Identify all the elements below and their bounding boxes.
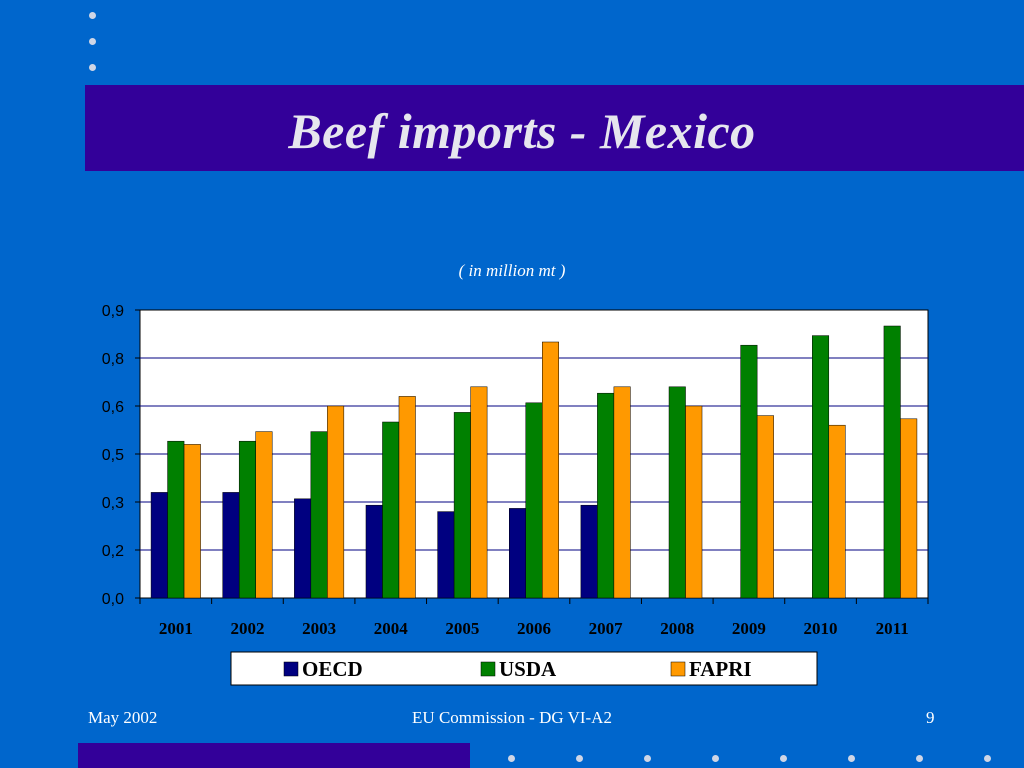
x-tick-label: 2004 bbox=[374, 619, 409, 638]
dot bbox=[89, 38, 96, 45]
legend-label-oecd: OECD bbox=[302, 657, 363, 681]
bar-usda-2002 bbox=[238, 440, 256, 599]
legend-label-usda: USDA bbox=[499, 657, 557, 681]
title-band bbox=[85, 85, 1024, 171]
y-tick-label: 0,5 bbox=[102, 447, 124, 464]
bar-oecd-2002 bbox=[222, 492, 240, 599]
dot bbox=[508, 755, 515, 762]
legend-label-fapri: FAPRI bbox=[689, 657, 752, 681]
legend-swatch-usda bbox=[480, 661, 496, 677]
bar-fapri-2003 bbox=[327, 405, 345, 599]
dot bbox=[848, 755, 855, 762]
bar-usda-2006 bbox=[525, 402, 543, 599]
bottom-band bbox=[78, 743, 470, 768]
y-tick-label: 0,2 bbox=[102, 543, 124, 560]
y-tick-label: 0,8 bbox=[102, 351, 124, 368]
slide-number: 9 bbox=[926, 708, 935, 727]
x-tick-label: 2007 bbox=[589, 619, 624, 638]
bar-fapri-2005 bbox=[470, 386, 488, 599]
legend-box bbox=[230, 651, 818, 686]
footer-organization: EU Commission - DG VI-A2 bbox=[412, 708, 612, 727]
bar-usda-2001 bbox=[167, 440, 185, 599]
bar-oecd-2003 bbox=[294, 498, 312, 599]
dot bbox=[780, 755, 787, 762]
legend-swatch-oecd bbox=[283, 661, 299, 677]
bar-fapri-2007 bbox=[613, 386, 631, 599]
bar-oecd-2005 bbox=[437, 511, 455, 599]
legend-swatch-fapri bbox=[670, 661, 686, 677]
bar-oecd-2004 bbox=[365, 504, 383, 599]
y-tick-label: 0,3 bbox=[102, 495, 124, 512]
bar-fapri-2010 bbox=[828, 424, 846, 599]
bar-usda-2011 bbox=[883, 325, 901, 599]
dot bbox=[644, 755, 651, 762]
dot bbox=[89, 64, 96, 71]
bar-usda-2008 bbox=[668, 386, 686, 599]
bar-fapri-2009 bbox=[756, 415, 774, 599]
x-tick-label: 2005 bbox=[445, 619, 479, 638]
x-tick-label: 2011 bbox=[876, 619, 909, 638]
bar-usda-2007 bbox=[597, 392, 615, 599]
chart-subtitle: ( in million mt ) bbox=[458, 261, 566, 280]
dot bbox=[712, 755, 719, 762]
bar-usda-2005 bbox=[453, 412, 471, 599]
bar-fapri-2011 bbox=[900, 418, 918, 599]
bar-oecd-2006 bbox=[509, 508, 526, 599]
y-tick-label: 0,0 bbox=[102, 591, 124, 608]
y-tick-label: 0,9 bbox=[102, 303, 124, 320]
dot bbox=[89, 12, 96, 19]
x-tick-label: 2001 bbox=[159, 619, 193, 638]
bar-fapri-2008 bbox=[685, 405, 703, 599]
x-tick-label: 2009 bbox=[732, 619, 766, 638]
bar-usda-2009 bbox=[740, 344, 758, 599]
bar-fapri-2002 bbox=[255, 431, 273, 599]
bar-fapri-2006 bbox=[542, 341, 559, 599]
bar-usda-2004 bbox=[382, 421, 400, 599]
dot bbox=[916, 755, 923, 762]
bar-fapri-2004 bbox=[398, 396, 416, 599]
slide-title: Beef imports - Mexico bbox=[288, 103, 756, 159]
y-tick-label: 0,6 bbox=[102, 399, 124, 416]
footer-date: May 2002 bbox=[88, 708, 158, 727]
dot bbox=[576, 755, 583, 762]
bar-oecd-2001 bbox=[150, 492, 168, 599]
x-tick-label: 2006 bbox=[517, 619, 551, 638]
x-tick-label: 2002 bbox=[230, 619, 264, 638]
bar-usda-2010 bbox=[812, 335, 830, 599]
x-tick-label: 2008 bbox=[660, 619, 694, 638]
bar-fapri-2001 bbox=[183, 444, 201, 599]
x-tick-label: 2010 bbox=[804, 619, 838, 638]
bar-usda-2003 bbox=[310, 431, 328, 599]
x-tick-label: 2003 bbox=[302, 619, 336, 638]
dot bbox=[984, 755, 991, 762]
bar-oecd-2007 bbox=[580, 504, 598, 599]
decorative-dots-top bbox=[89, 12, 97, 90]
